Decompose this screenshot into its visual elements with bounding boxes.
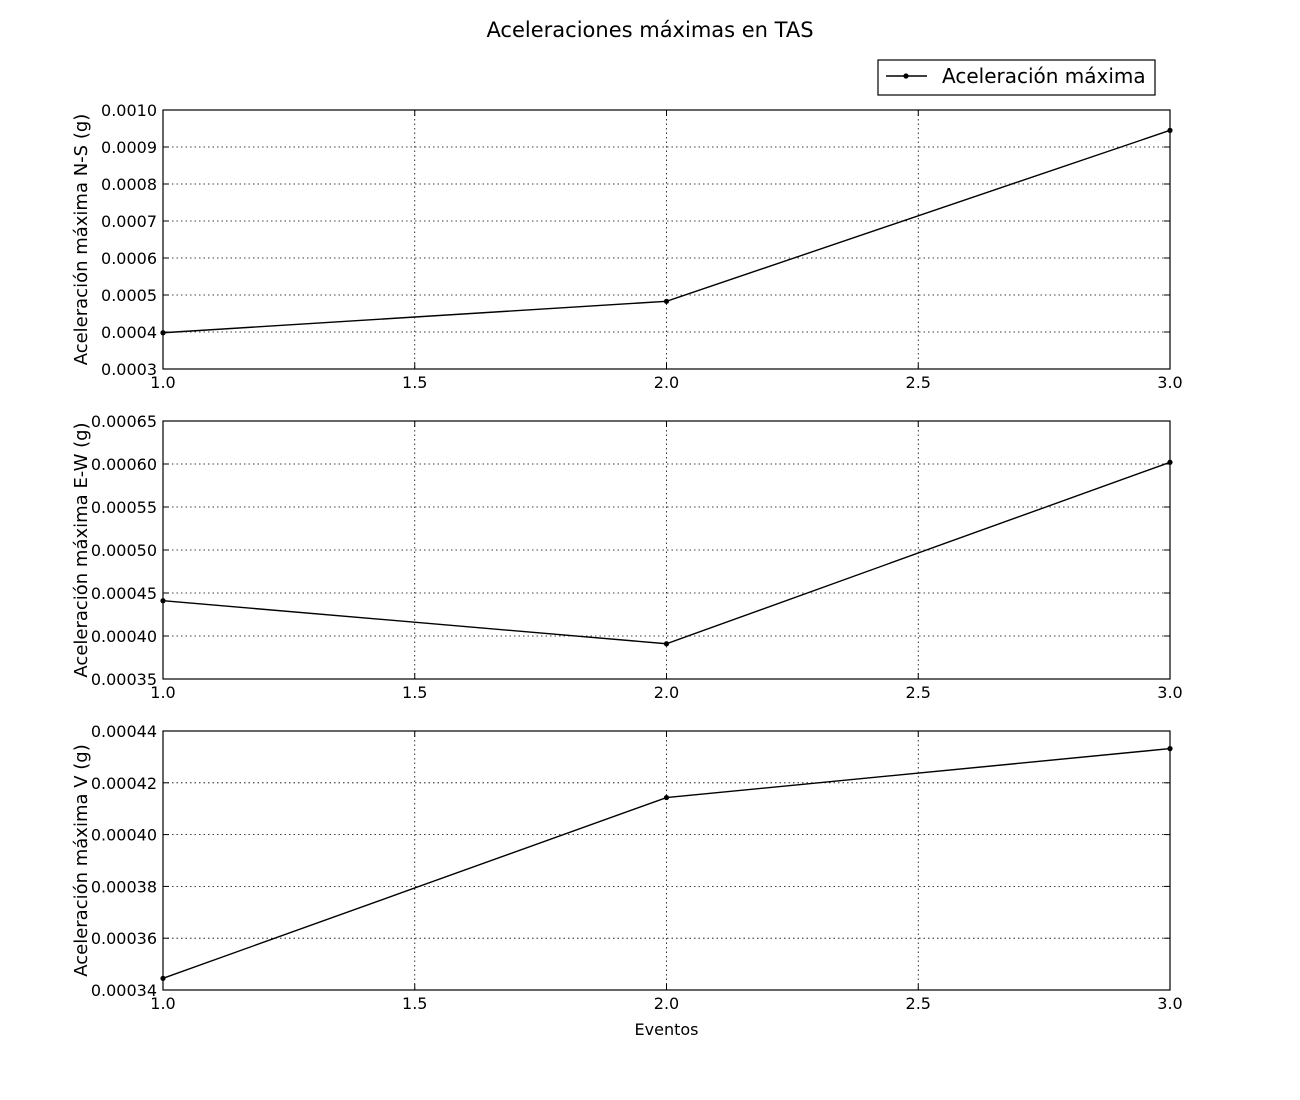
v-x-tick-label: 1.0 [150,994,175,1013]
ns-plot-frame [162,109,1171,370]
ns-y-tick-label: 0.0004 [101,323,157,342]
ew-y-tick-label: 0.00035 [91,670,157,689]
v-y-tick-label: 0.00040 [91,826,157,845]
ns-y-tick-label: 0.0009 [101,138,157,157]
ew-y-axis-label: Aceleración máxima E-W (g) [71,422,92,677]
ew-y-tick-label: 0.00040 [91,627,157,646]
ns-y-tick-label: 0.0005 [101,286,157,305]
ew-y-tick-label: 0.00045 [91,584,157,603]
panel-ns: 1.0 1.5 2.0 2.5 3.0 0.0003 0.0004 0.0005 0.0006 0… [71,101,1183,392]
ns-data-point [663,298,670,304]
ns-x-tick-label: 1.0 [150,373,175,392]
v-x-tick-label: 2.5 [906,994,931,1013]
ns-x-tick-label: 1.5 [402,373,427,392]
ns-y-axis-label: Aceleración máxima N-S (g) [71,114,92,366]
v-y-tick-label: 0.00034 [91,981,157,1000]
ns-data-point [160,330,166,336]
legend-marker-sample [903,73,909,79]
ns-x-tick-label: 2.5 [906,373,931,392]
ew-x-tick-label: 2.0 [654,683,679,702]
ew-data-point [160,598,166,604]
v-x-tick-label: 3.0 [1157,994,1182,1013]
v-x-axis-label: Eventos [635,1020,699,1039]
ew-data-point [1167,459,1173,465]
v-data-point [160,975,166,981]
ns-y-tick-label: 0.0010 [101,101,157,120]
ew-y-tick-label: 0.00055 [91,498,157,517]
ew-x-tick-label: 1.0 [150,683,175,702]
legend-label: Aceleración máxima [942,64,1146,88]
v-data-point [1167,746,1173,752]
v-y-tick-label: 0.00042 [91,774,157,793]
ew-x-tick-label: 1.5 [402,683,427,702]
ew-x-tick-label: 2.5 [906,683,931,702]
ew-y-tick-label: 0.00050 [91,541,157,560]
ns-y-tick-label: 0.0007 [101,212,157,231]
chart-title: Aceleraciones máximas en TAS [486,18,813,42]
ew-data-point [663,641,670,647]
v-x-tick-label: 1.5 [402,994,427,1013]
v-y-tick-label: 0.00044 [91,722,157,741]
v-y-tick-label: 0.00036 [91,929,157,948]
v-y-axis-label: Aceleración máxima V (g) [71,744,92,977]
ew-x-tick-label: 3.0 [1157,683,1182,702]
ns-y-tick-label: 0.0006 [101,249,157,268]
legend-box [877,59,1156,96]
v-x-tick-label: 2.0 [654,994,679,1013]
panel-ew: 1.0 1.5 2.0 2.5 3.0 0.00035 0.00040 0.00045 0.00… [71,412,1183,702]
ns-y-tick-label: 0.0008 [101,175,157,194]
ns-x-tick-label: 2.0 [654,373,679,392]
panel-v: 1.0 1.5 2.0 2.5 3.0 0.00034 0.00036 0.00038 0.00… [71,722,1183,1039]
ns-y-tick-label: 0.0003 [101,360,157,379]
ew-y-tick-label: 0.00060 [91,455,157,474]
v-plot-frame [162,730,1171,991]
ns-x-tick-label: 3.0 [1157,373,1182,392]
v-data-point [663,794,670,801]
ns-data-point [1167,127,1173,133]
v-y-tick-label: 0.00038 [91,877,157,896]
ew-y-tick-label: 0.00065 [91,412,157,431]
legend: Aceleración máxima [877,59,1156,96]
